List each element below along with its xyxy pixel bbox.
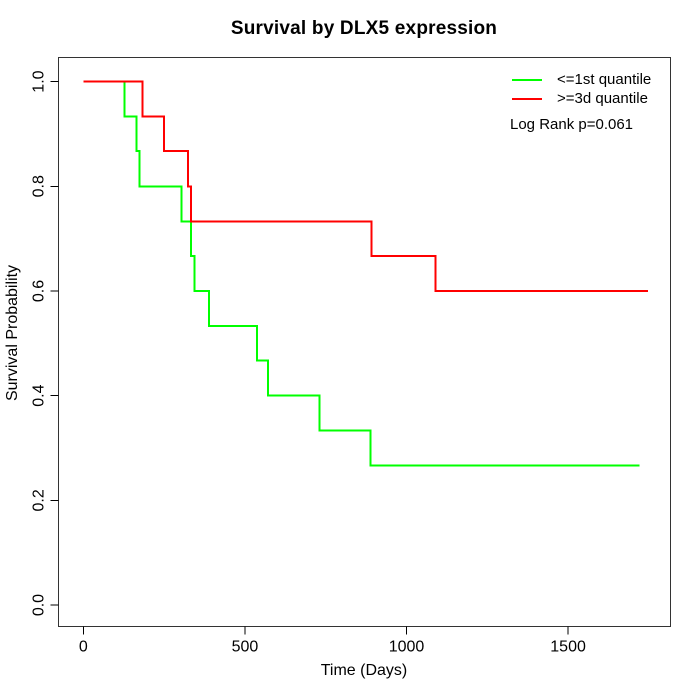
legend-item-high-quantile: >=3d quantile — [510, 89, 651, 108]
survival-curve-1 — [83, 80, 648, 292]
y-axis-title-text: Survival Probability — [4, 264, 21, 402]
legend: <=1st quantile >=3d quantile Log Rank p=… — [510, 70, 651, 133]
y-tick-label: 0.4 — [31, 384, 48, 406]
survival-curve-0 — [83, 80, 640, 467]
y-tick-label: 0.2 — [31, 489, 48, 511]
legend-label-low-quantile: <=1st quantile — [557, 71, 652, 88]
x-tick-label: 500 — [232, 639, 259, 656]
green-line-swatch-icon — [512, 78, 542, 81]
log-rank-pvalue: Log Rank p=0.061 — [510, 116, 634, 133]
y-tick-label: 1.0 — [31, 70, 48, 92]
y-tick-label: 0.6 — [31, 280, 48, 302]
red-line-swatch-icon — [512, 97, 542, 100]
x-axis-title: Time (Days) — [320, 662, 408, 679]
x-tick-label: 1000 — [389, 639, 425, 656]
y-tick-label: 0.0 — [31, 594, 48, 616]
x-tick-label: 1500 — [550, 639, 586, 656]
legend-label-high-quantile: >=3d quantile — [557, 90, 648, 107]
x-tick-label: 0 — [79, 639, 88, 656]
chart-title: Survival by DLX5 expression — [230, 18, 498, 39]
plot-border — [58, 57, 671, 627]
y-tick-label: 0.8 — [31, 175, 48, 197]
legend-item-low-quantile: <=1st quantile — [510, 70, 651, 89]
